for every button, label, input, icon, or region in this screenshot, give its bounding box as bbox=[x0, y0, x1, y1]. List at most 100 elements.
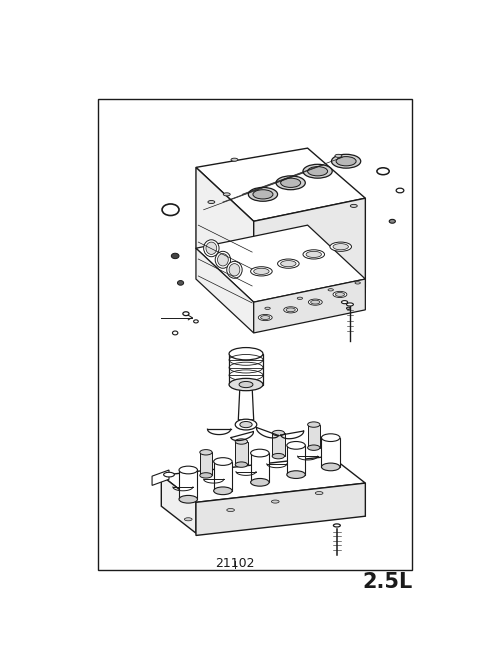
Ellipse shape bbox=[229, 263, 240, 276]
Ellipse shape bbox=[336, 156, 356, 166]
Ellipse shape bbox=[172, 331, 178, 335]
Polygon shape bbox=[254, 279, 365, 333]
Ellipse shape bbox=[251, 449, 269, 457]
Polygon shape bbox=[196, 168, 254, 302]
Polygon shape bbox=[308, 424, 320, 447]
Ellipse shape bbox=[334, 524, 340, 527]
Text: 2.5L: 2.5L bbox=[362, 572, 412, 592]
Ellipse shape bbox=[396, 188, 404, 193]
Ellipse shape bbox=[336, 292, 345, 296]
Polygon shape bbox=[200, 452, 212, 476]
Ellipse shape bbox=[322, 463, 340, 471]
Polygon shape bbox=[272, 433, 285, 456]
Ellipse shape bbox=[217, 254, 228, 266]
Ellipse shape bbox=[287, 471, 305, 478]
Ellipse shape bbox=[281, 261, 296, 267]
Ellipse shape bbox=[235, 419, 257, 430]
Ellipse shape bbox=[258, 315, 272, 321]
Ellipse shape bbox=[229, 348, 263, 360]
Bar bbox=[98, 99, 412, 570]
Ellipse shape bbox=[315, 491, 323, 495]
Ellipse shape bbox=[330, 242, 351, 252]
Ellipse shape bbox=[200, 472, 212, 478]
Ellipse shape bbox=[306, 252, 322, 258]
Ellipse shape bbox=[162, 204, 179, 215]
Ellipse shape bbox=[178, 281, 184, 285]
Ellipse shape bbox=[297, 297, 302, 300]
Ellipse shape bbox=[272, 430, 285, 436]
Ellipse shape bbox=[227, 261, 242, 279]
Ellipse shape bbox=[281, 178, 300, 187]
Ellipse shape bbox=[287, 442, 305, 449]
Ellipse shape bbox=[311, 300, 320, 304]
Polygon shape bbox=[196, 225, 365, 302]
Ellipse shape bbox=[214, 487, 232, 495]
Polygon shape bbox=[254, 198, 365, 310]
Ellipse shape bbox=[215, 252, 230, 268]
Polygon shape bbox=[152, 470, 169, 486]
Ellipse shape bbox=[341, 301, 348, 304]
Polygon shape bbox=[161, 476, 196, 533]
Ellipse shape bbox=[251, 267, 272, 276]
Ellipse shape bbox=[200, 449, 212, 455]
Polygon shape bbox=[238, 388, 254, 420]
Ellipse shape bbox=[223, 193, 230, 196]
Ellipse shape bbox=[308, 422, 320, 427]
Ellipse shape bbox=[214, 458, 232, 465]
Ellipse shape bbox=[284, 307, 298, 313]
Ellipse shape bbox=[251, 478, 269, 486]
Ellipse shape bbox=[171, 253, 179, 259]
Ellipse shape bbox=[253, 190, 273, 199]
Ellipse shape bbox=[227, 509, 234, 512]
Ellipse shape bbox=[389, 219, 396, 223]
Polygon shape bbox=[179, 470, 197, 499]
Ellipse shape bbox=[231, 158, 238, 161]
Ellipse shape bbox=[272, 453, 285, 459]
Polygon shape bbox=[255, 279, 365, 316]
Ellipse shape bbox=[240, 422, 252, 428]
Polygon shape bbox=[229, 353, 263, 384]
Polygon shape bbox=[214, 461, 232, 491]
Polygon shape bbox=[235, 442, 248, 464]
Ellipse shape bbox=[164, 472, 174, 477]
Ellipse shape bbox=[179, 466, 197, 474]
Polygon shape bbox=[322, 438, 340, 467]
Ellipse shape bbox=[183, 312, 189, 315]
Ellipse shape bbox=[208, 200, 215, 204]
Ellipse shape bbox=[335, 154, 342, 158]
Ellipse shape bbox=[333, 244, 348, 250]
Ellipse shape bbox=[347, 307, 350, 309]
Ellipse shape bbox=[204, 240, 219, 257]
Ellipse shape bbox=[332, 154, 361, 168]
Polygon shape bbox=[251, 453, 269, 482]
Ellipse shape bbox=[308, 167, 328, 176]
Ellipse shape bbox=[239, 382, 253, 388]
Polygon shape bbox=[196, 248, 254, 333]
Ellipse shape bbox=[355, 282, 360, 284]
Polygon shape bbox=[161, 456, 365, 503]
Text: 21102: 21102 bbox=[215, 557, 255, 570]
Ellipse shape bbox=[271, 500, 279, 503]
Ellipse shape bbox=[248, 187, 277, 201]
Ellipse shape bbox=[308, 299, 322, 306]
Ellipse shape bbox=[328, 288, 334, 291]
Ellipse shape bbox=[235, 439, 248, 444]
Polygon shape bbox=[196, 483, 365, 535]
Ellipse shape bbox=[347, 303, 353, 306]
Ellipse shape bbox=[265, 307, 270, 309]
Ellipse shape bbox=[322, 434, 340, 442]
Ellipse shape bbox=[350, 204, 357, 208]
Ellipse shape bbox=[193, 320, 198, 323]
Ellipse shape bbox=[303, 250, 324, 259]
Ellipse shape bbox=[261, 315, 270, 319]
Polygon shape bbox=[287, 445, 305, 474]
Ellipse shape bbox=[206, 242, 217, 254]
Ellipse shape bbox=[377, 168, 389, 175]
Ellipse shape bbox=[229, 378, 263, 391]
Ellipse shape bbox=[179, 495, 197, 503]
Ellipse shape bbox=[333, 291, 347, 298]
Ellipse shape bbox=[184, 518, 192, 521]
Ellipse shape bbox=[276, 176, 305, 190]
Ellipse shape bbox=[254, 268, 269, 275]
Ellipse shape bbox=[235, 462, 248, 467]
